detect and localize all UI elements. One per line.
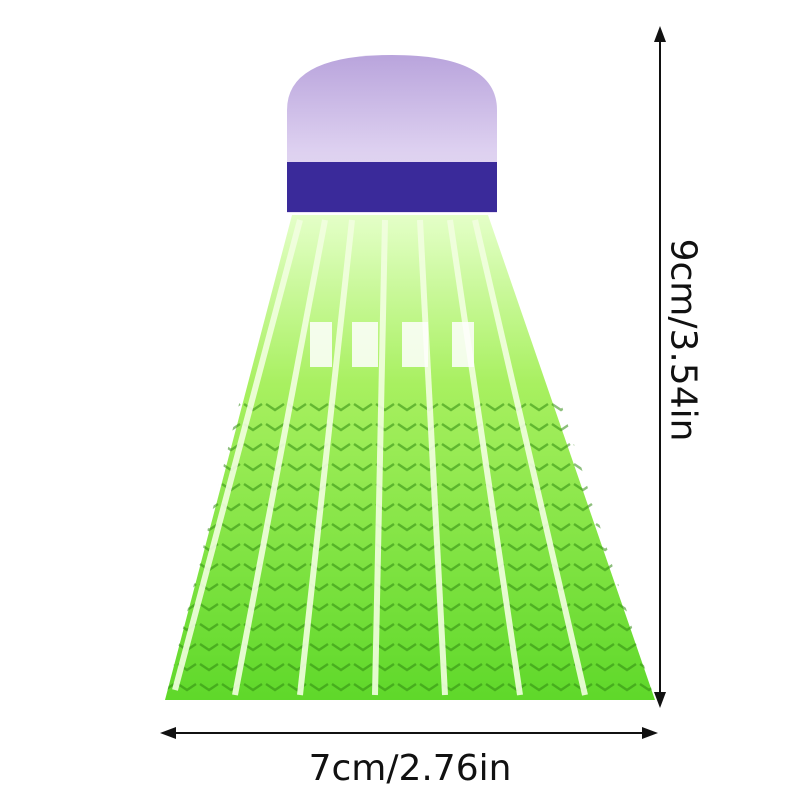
width-label: 7cm/2.76in	[308, 748, 512, 789]
shuttlecock-cork	[287, 55, 497, 213]
height-label: 9cm/3.54in	[662, 238, 704, 442]
height-dimension-arrow	[654, 26, 666, 708]
width-dimension-arrow	[160, 727, 658, 739]
shuttlecock-skirt	[165, 215, 655, 700]
